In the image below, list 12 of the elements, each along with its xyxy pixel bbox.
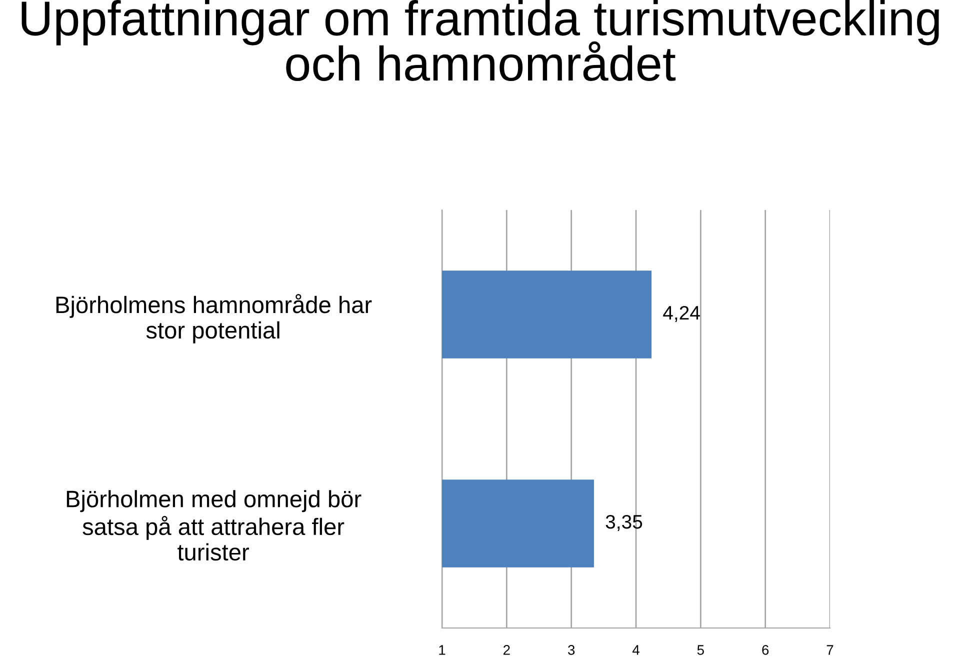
x-tick-label: 1 — [439, 645, 446, 655]
x-tick-label: 5 — [697, 645, 704, 655]
data-label: 4,24 — [663, 306, 700, 322]
x-tick-label: 3 — [568, 645, 575, 655]
x-tick-label: 2 — [504, 645, 510, 655]
data-label: 3,35 — [606, 514, 642, 532]
y-tick-label: Björholmen med omnejd bör satsa på att attrahera fler turister — [66, 490, 362, 561]
x-tick-label: 6 — [762, 645, 769, 655]
x-tick-label: 4 — [632, 645, 640, 655]
y-tick-label: Björholmens hamnområde har stor potential — [56, 294, 372, 344]
x-tick-label: 7 — [826, 645, 834, 655]
chart-title: Uppfattningar om framtida turismutveckling och hamnområdet — [22, 0, 939, 82]
